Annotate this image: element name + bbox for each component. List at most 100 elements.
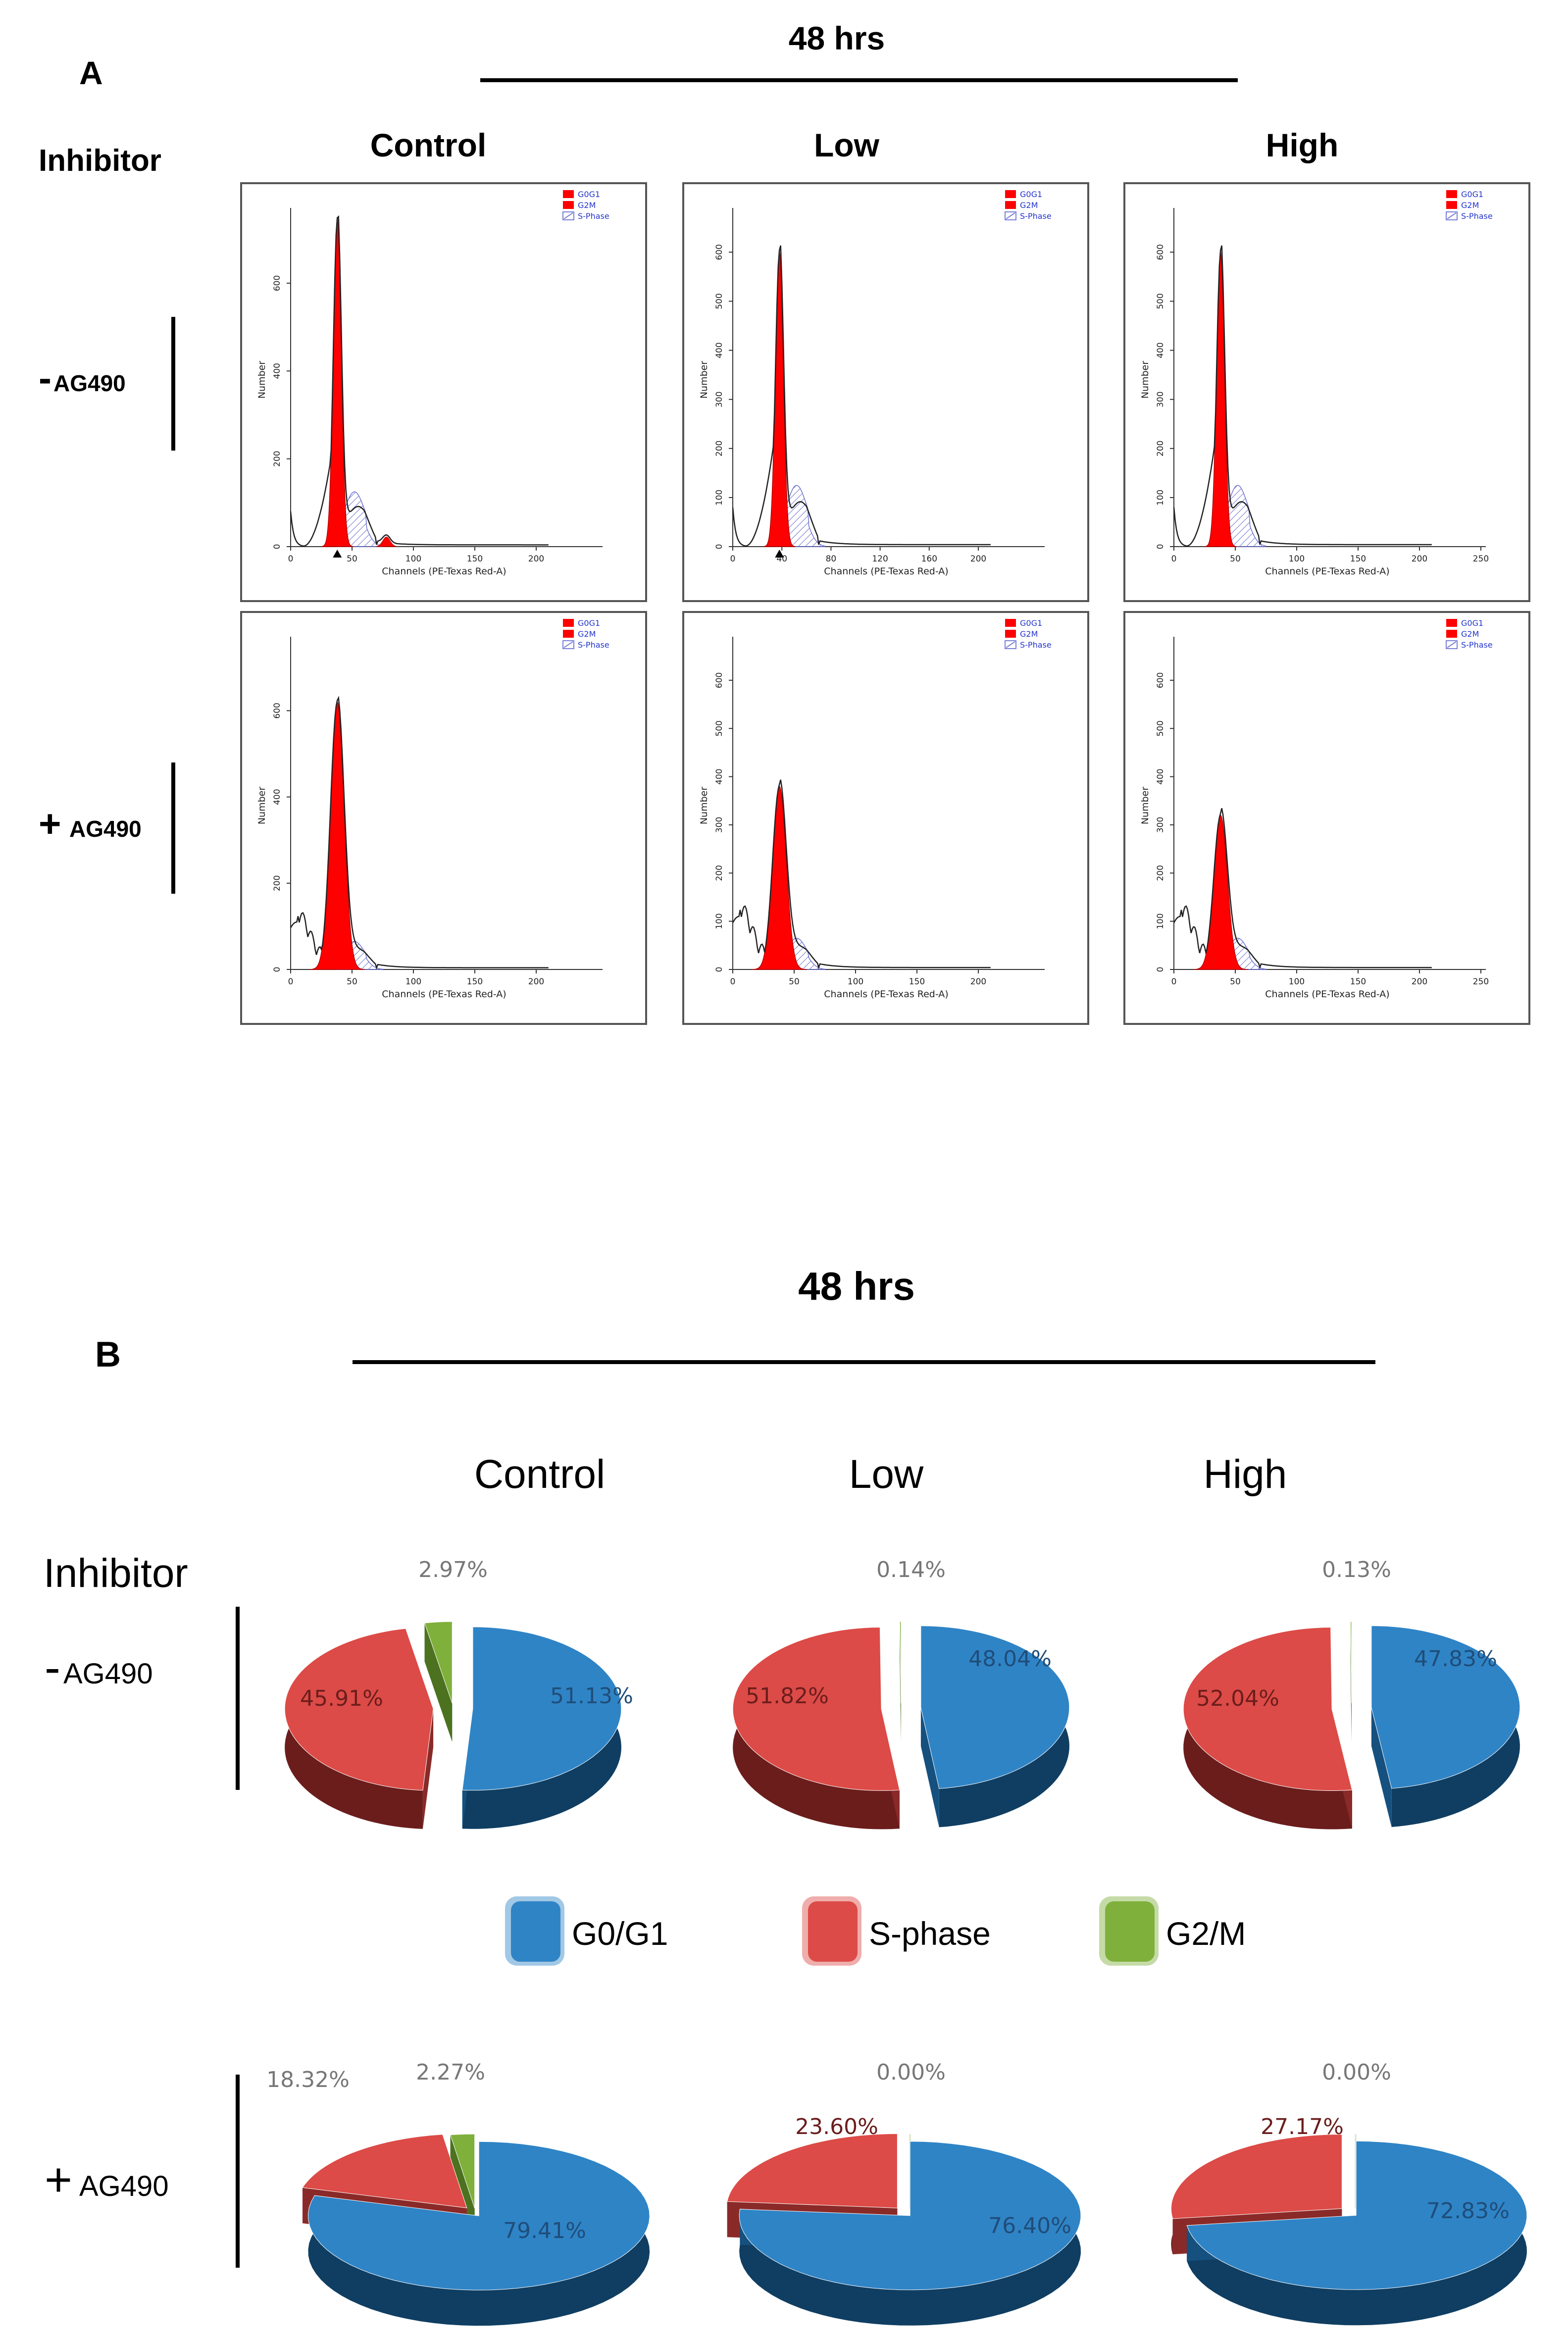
y-tick-label: 100 bbox=[714, 490, 724, 506]
y-tick-label: 200 bbox=[272, 451, 282, 466]
legend-swatch-g2m bbox=[563, 201, 574, 209]
pie-slice-g0g1 bbox=[1371, 1625, 1520, 1789]
legend-swatch-g2m bbox=[1105, 1901, 1155, 1962]
x-axis-label: Channels (PE-Texas Red-A) bbox=[1265, 989, 1389, 1000]
legend-label: G2M bbox=[1020, 201, 1038, 210]
pie-slice-g0g1 bbox=[739, 2141, 1081, 2290]
panel-a-row-minus-label: AG490 bbox=[53, 370, 126, 396]
y-axis-label: Number bbox=[256, 361, 267, 399]
histogram-r1-c1: 0 50 100 150 200 0 100 200 300 400 500 600 Channels … bbox=[682, 611, 1089, 1025]
legend-swatch-g0g1 bbox=[563, 619, 574, 627]
pie-slice-g2m bbox=[424, 1621, 453, 1704]
y-tick-label: 300 bbox=[714, 817, 724, 833]
y-tick-label: 100 bbox=[1156, 913, 1165, 929]
legend-swatch-g0g1 bbox=[1005, 619, 1016, 627]
pie-slice-g2m bbox=[450, 2134, 475, 2209]
histogram-r0-c1: 0 40 80 120 160 2000100200300400500600Channel… bbox=[682, 182, 1089, 602]
pie-slice-g0g1 bbox=[307, 2141, 650, 2290]
legend-swatch-g2m bbox=[563, 630, 574, 638]
g0g1-peak bbox=[752, 785, 807, 970]
x-tick-label: 50 bbox=[347, 977, 357, 987]
panel-b-label: B bbox=[95, 1335, 121, 1374]
x-tick-label: 0 bbox=[288, 554, 294, 564]
x-tick-label: 0 bbox=[1171, 977, 1177, 987]
legend-label: G2M bbox=[1461, 201, 1479, 210]
pie-slice-g2m bbox=[1350, 1621, 1352, 1704]
panel-a-col-high: High bbox=[1266, 127, 1339, 163]
y-tick-label: 300 bbox=[1156, 391, 1165, 407]
legend-swatch-g2m bbox=[1005, 201, 1016, 209]
pie-value-label: 72.83% bbox=[1426, 2198, 1510, 2224]
legend-hatch bbox=[563, 641, 573, 648]
pie-value-label: 27.17% bbox=[1261, 2114, 1344, 2139]
y-tick-label: 0 bbox=[714, 544, 724, 550]
histogram-frame bbox=[240, 611, 647, 1025]
y-tick-label: 0 bbox=[1156, 544, 1165, 550]
legend-swatch-g2m bbox=[1446, 201, 1457, 209]
legend-label: G0G1 bbox=[578, 618, 600, 628]
x-tick-label: 150 bbox=[1350, 554, 1366, 564]
panel-b-col-high: High bbox=[1204, 1452, 1287, 1497]
legend-label: S-Phase bbox=[578, 640, 609, 650]
y-tick-label: 500 bbox=[714, 293, 724, 309]
x-tick-label: 100 bbox=[848, 977, 863, 987]
panel-a-row-plus: + AG490 bbox=[39, 763, 175, 894]
panel-b-row-minus-sign: - bbox=[45, 1641, 60, 1694]
panel-b-row-minus: - AG490 bbox=[45, 1607, 240, 1790]
legend-swatch-g0g1 bbox=[1005, 190, 1016, 198]
g0g1-peak bbox=[309, 701, 365, 970]
y-tick-label: 0 bbox=[1156, 967, 1165, 972]
y-tick-label: 400 bbox=[272, 363, 282, 379]
x-tick-label: 200 bbox=[1412, 977, 1427, 987]
x-tick-label: 150 bbox=[1350, 977, 1366, 987]
pie-r1-c1: 76.40% 23.60% 0.00% bbox=[727, 2060, 1081, 2326]
x-tick-label: 50 bbox=[1230, 554, 1241, 564]
legend-label-g0g1: G0/G1 bbox=[572, 1915, 668, 1952]
legend-label-sphase: S-phase bbox=[869, 1915, 991, 1952]
histogram-frame bbox=[682, 611, 1089, 1025]
pie-r0-c1: 48.04% 51.82% 0.14% bbox=[732, 1557, 1070, 1830]
panel-a-col-low: Low bbox=[814, 127, 880, 163]
g2m-peak bbox=[376, 536, 397, 547]
pie-face-g0g1 bbox=[920, 1707, 939, 1828]
legend-label: G2M bbox=[1461, 629, 1479, 639]
legend-swatch-g2m bbox=[1446, 630, 1457, 638]
panel-a-row-minus-sign: - bbox=[39, 356, 51, 400]
legend-swatch-g2m bbox=[1005, 630, 1016, 638]
x-tick-label: 150 bbox=[467, 977, 483, 987]
pie-grid: 51.13% 45.91% 2.97% 48.04% 51.82% 0.14% 47.83%… bbox=[266, 1557, 1527, 2326]
legend-label: G0G1 bbox=[578, 190, 600, 199]
pie-value-label: 23.60% bbox=[795, 2114, 878, 2139]
histogram-frame bbox=[1123, 182, 1530, 602]
y-tick-label: 400 bbox=[1156, 768, 1165, 784]
pie-slice-sphase bbox=[727, 2134, 898, 2208]
y-tick-label: 300 bbox=[714, 391, 724, 407]
histogram-frame bbox=[682, 182, 1089, 602]
legend-label: G2M bbox=[1020, 629, 1038, 639]
legend-hatch bbox=[1006, 641, 1015, 648]
panel-b-time-label: 48 hrs bbox=[798, 1264, 915, 1308]
y-tick-label: 500 bbox=[1156, 293, 1165, 309]
legend-hatch bbox=[1006, 212, 1015, 219]
histogram-curve bbox=[290, 215, 549, 547]
legend-label: S-Phase bbox=[1020, 640, 1052, 650]
pie-value-label: 0.13% bbox=[1322, 1557, 1391, 1582]
y-tick-label: 400 bbox=[714, 768, 724, 784]
legend-label-g2m: G2/M bbox=[1166, 1915, 1246, 1952]
pie-face-g2m bbox=[424, 1623, 453, 1742]
legend-label: G0G1 bbox=[1461, 190, 1483, 199]
legend-hatch bbox=[1447, 212, 1457, 219]
pie-value-label: 51.13% bbox=[550, 1683, 633, 1709]
x-axis-label: Channels (PE-Texas Red-A) bbox=[382, 566, 506, 577]
pie-value-label: 0.14% bbox=[876, 1557, 946, 1582]
legend-swatch-g0g1 bbox=[1446, 619, 1457, 627]
x-tick-label: 100 bbox=[1289, 554, 1305, 564]
y-tick-label: 200 bbox=[714, 865, 724, 881]
y-tick-label: 0 bbox=[272, 544, 282, 550]
x-tick-label: 200 bbox=[528, 554, 544, 564]
y-tick-label: 0 bbox=[714, 967, 724, 972]
x-tick-label: 0 bbox=[288, 977, 294, 987]
pie-value-label: 52.04% bbox=[1196, 1686, 1279, 1711]
panel-b-row-plus-label: AG490 bbox=[79, 2170, 169, 2202]
x-tick-label: 0 bbox=[730, 977, 736, 987]
